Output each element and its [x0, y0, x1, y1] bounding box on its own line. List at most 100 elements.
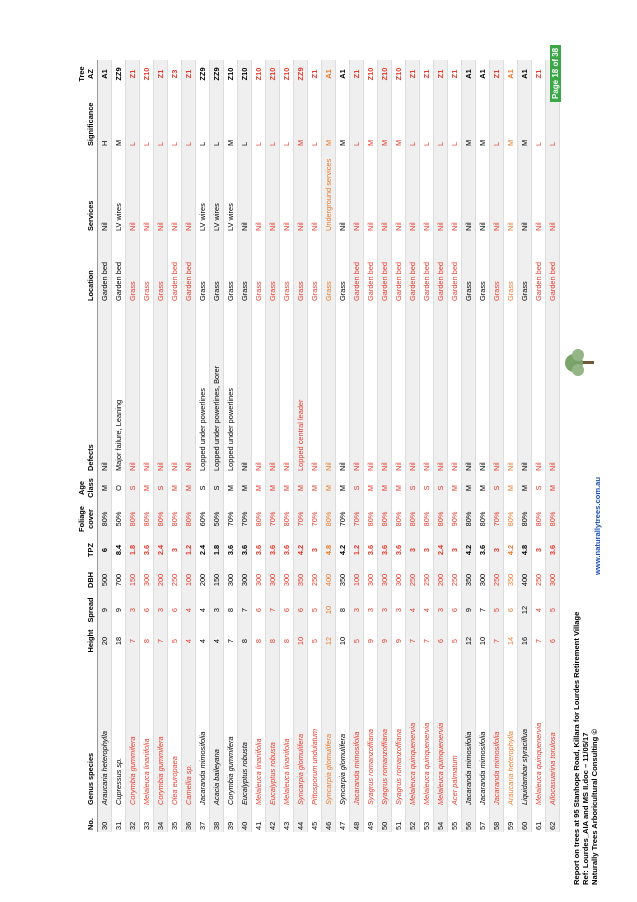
table-cell: Nil: [349, 148, 364, 233]
table-cell: 9: [363, 625, 378, 657]
table-cell: 12: [517, 595, 532, 625]
table-cell: 34: [153, 807, 168, 832]
table-cell: 80%: [125, 503, 140, 535]
table-cell: M: [503, 88, 518, 148]
table-cell: Grass: [237, 233, 252, 303]
table-cell: 4.2: [335, 535, 350, 565]
table-row: 58 Jacaranda mimosifolia 7 5 250 3 70% S Nil Gras…: [489, 60, 504, 832]
table-cell: LV wires: [111, 148, 126, 233]
table-cell: 59: [503, 807, 518, 832]
table-cell: Araucaria heterophylla: [503, 657, 518, 807]
table-cell: 300: [377, 565, 392, 595]
table-cell: S: [531, 473, 546, 503]
table-cell: Garden bed: [167, 233, 182, 303]
table-cell: Nil: [545, 148, 560, 233]
table-cell: 5: [167, 625, 182, 657]
table-cell: Syagrus romanzoffiana: [363, 657, 378, 807]
table-cell: 250: [447, 565, 462, 595]
table-cell: L: [153, 88, 168, 148]
table-cell: Nil: [335, 303, 350, 473]
table-cell: 8: [223, 595, 238, 625]
table-cell: A1: [517, 60, 532, 88]
table-cell: 6: [139, 595, 154, 625]
table-cell: A1: [335, 60, 350, 88]
table-cell: Grass: [517, 233, 532, 303]
table-cell: 16: [517, 625, 532, 657]
table-cell: 70%: [293, 503, 308, 535]
table-cell: Nil: [461, 148, 476, 233]
table-cell: 150: [125, 565, 140, 595]
table-cell: 48: [349, 807, 364, 832]
table-cell: Nil: [419, 148, 434, 233]
header-cell: Age Class: [55, 473, 98, 503]
table-cell: Allocasuarina torulosa: [545, 657, 560, 807]
table-cell: 3.6: [223, 535, 238, 565]
table-cell: 200: [153, 565, 168, 595]
header-cell: Tree AZ: [55, 60, 98, 88]
logo-trunk: [580, 361, 594, 364]
table-cell: 50: [377, 807, 392, 832]
table-cell: Nil: [279, 148, 294, 233]
table-cell: Nil: [517, 303, 532, 473]
table-cell: 80%: [167, 503, 182, 535]
table-cell: Grass: [153, 233, 168, 303]
table-cell: Lopped under powerlines: [195, 303, 210, 473]
table-cell: Lopped central leader: [293, 303, 308, 473]
table-cell: Nil: [167, 303, 182, 473]
table-cell: 60%: [195, 503, 210, 535]
table-row: 33 Melaleuca linariifolia 8 6 300 3.6 80% M Nil G…: [139, 60, 154, 832]
table-row: 56 Jacaranda mimosifolia 12 9 350 4.2 80% M Nil G…: [461, 60, 476, 832]
table-cell: Corymbia gummifera: [125, 657, 140, 807]
table-cell: Nil: [265, 303, 280, 473]
table-row: 62 Allocasuarina torulosa 6 5 300 3.6 80% M Nil G…: [545, 60, 560, 832]
header-cell: Services: [55, 148, 98, 233]
table-cell: Grass: [489, 233, 504, 303]
logo-canopy: [572, 364, 584, 376]
table-cell: 1.8: [125, 535, 140, 565]
table-cell: 70%: [237, 503, 252, 535]
table-cell: L: [307, 88, 322, 148]
table-cell: 10: [475, 625, 490, 657]
table-cell: M: [265, 473, 280, 503]
table-cell: Grass: [265, 233, 280, 303]
header-cell: DBH: [55, 565, 98, 595]
table-cell: Z10: [139, 60, 154, 88]
table-cell: S: [349, 473, 364, 503]
table-cell: 80%: [251, 503, 266, 535]
table-cell: 1.8: [209, 535, 224, 565]
table-cell: Nil: [545, 303, 560, 473]
table-cell: 3: [349, 595, 364, 625]
table-row: 51 Syagrus romanzoffiana 9 3 300 3.6 80% M Nil Ga…: [391, 60, 406, 832]
table-cell: M: [391, 473, 406, 503]
table-cell: 6: [97, 535, 112, 565]
table-cell: 80%: [391, 503, 406, 535]
table-cell: 70%: [349, 503, 364, 535]
table-cell: 350: [461, 565, 476, 595]
table-cell: L: [419, 88, 434, 148]
table-cell: 4: [181, 595, 196, 625]
table-cell: 300: [475, 565, 490, 595]
table-cell: 3: [377, 595, 392, 625]
table-cell: 38: [209, 807, 224, 832]
table-cell: L: [139, 88, 154, 148]
table-cell: 5: [545, 595, 560, 625]
table-cell: L: [167, 88, 182, 148]
table-cell: M: [321, 473, 336, 503]
table-cell: Grass: [461, 233, 476, 303]
table-cell: 300: [363, 565, 378, 595]
table-cell: Nil: [405, 303, 420, 473]
table-cell: Z1: [433, 60, 448, 88]
table-cell: Garden bed: [531, 233, 546, 303]
logo-canopy: [572, 349, 584, 361]
table-cell: 400: [321, 565, 336, 595]
table-cell: 60: [517, 807, 532, 832]
table-cell: 4.2: [503, 535, 518, 565]
table-cell: 3: [391, 595, 406, 625]
table-cell: Nil: [139, 148, 154, 233]
table-cell: Lopped under powerlines, Borer: [209, 303, 224, 473]
table-cell: Nil: [181, 303, 196, 473]
header-cell: Foliage cover: [55, 503, 98, 535]
table-cell: Camellia sp.: [181, 657, 196, 807]
table-cell: 43: [279, 807, 294, 832]
